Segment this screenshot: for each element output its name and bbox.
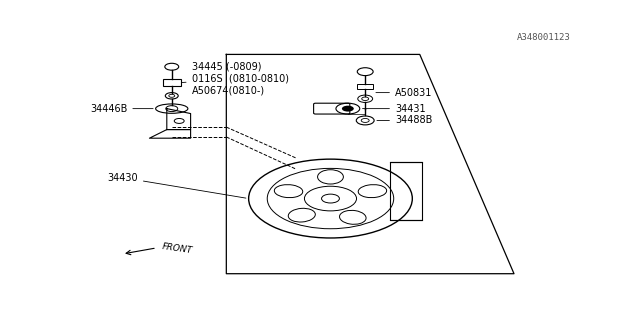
Text: 34488B: 34488B [377,116,433,125]
Bar [357,84,373,89]
Text: A50831: A50831 [376,88,433,98]
Circle shape [342,106,354,112]
Text: FRONT: FRONT [162,243,193,256]
Text: 34446B: 34446B [90,104,153,114]
Text: 34431: 34431 [362,104,426,114]
Text: 34430: 34430 [108,172,246,198]
Text: 34445 (-0809)
0116S  (0810-0810)
A50674(0810-): 34445 (-0809) 0116S (0810-0810) A50674(0… [182,62,289,95]
Text: A348001123: A348001123 [517,33,571,42]
Bar [163,79,180,86]
